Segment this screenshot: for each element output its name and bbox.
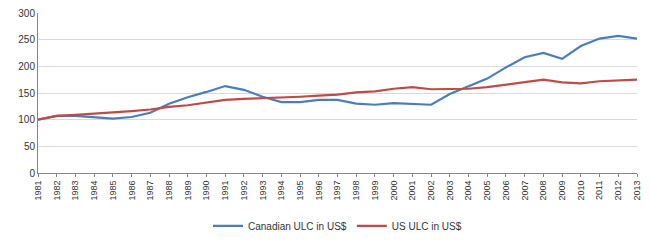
svg-text:1997: 1997 <box>332 181 342 201</box>
svg-text:2001: 2001 <box>407 181 417 201</box>
svg-text:2011: 2011 <box>594 181 604 200</box>
svg-text:250: 250 <box>18 34 35 45</box>
svg-text:2000: 2000 <box>389 181 399 201</box>
svg-text:2006: 2006 <box>501 181 511 201</box>
svg-text:1995: 1995 <box>295 181 305 201</box>
svg-text:Canadian ULC in US$: Canadian ULC in US$ <box>248 221 347 232</box>
svg-text:2005: 2005 <box>482 181 492 201</box>
svg-text:1989: 1989 <box>183 181 193 201</box>
svg-text:1992: 1992 <box>239 181 249 201</box>
svg-text:100: 100 <box>18 114 35 125</box>
svg-text:US ULC in US$: US ULC in US$ <box>392 221 462 232</box>
svg-text:1990: 1990 <box>201 181 211 201</box>
svg-text:0: 0 <box>29 168 35 179</box>
svg-text:1991: 1991 <box>220 181 230 201</box>
svg-text:1988: 1988 <box>164 181 174 201</box>
svg-text:1985: 1985 <box>108 181 118 201</box>
svg-text:1993: 1993 <box>258 181 268 201</box>
svg-text:1982: 1982 <box>52 181 62 201</box>
svg-text:2007: 2007 <box>520 181 530 201</box>
svg-text:2002: 2002 <box>426 181 436 201</box>
svg-text:2008: 2008 <box>538 181 548 201</box>
svg-text:1998: 1998 <box>351 181 361 201</box>
svg-text:50: 50 <box>24 141 36 152</box>
svg-text:2004: 2004 <box>463 181 473 201</box>
svg-text:2009: 2009 <box>557 181 567 201</box>
svg-text:1996: 1996 <box>314 181 324 201</box>
svg-text:300: 300 <box>18 8 35 19</box>
svg-text:1994: 1994 <box>276 181 286 201</box>
svg-text:200: 200 <box>18 61 35 72</box>
svg-text:2012: 2012 <box>613 181 623 201</box>
svg-text:150: 150 <box>18 88 35 99</box>
svg-text:2010: 2010 <box>576 181 586 201</box>
svg-text:2003: 2003 <box>445 181 455 201</box>
svg-text:1984: 1984 <box>89 181 99 201</box>
svg-text:1987: 1987 <box>145 181 155 201</box>
svg-text:1999: 1999 <box>370 181 380 201</box>
svg-text:1981: 1981 <box>33 181 43 201</box>
svg-text:1986: 1986 <box>127 181 137 201</box>
svg-text:2013: 2013 <box>632 181 642 201</box>
svg-text:1983: 1983 <box>70 181 80 201</box>
